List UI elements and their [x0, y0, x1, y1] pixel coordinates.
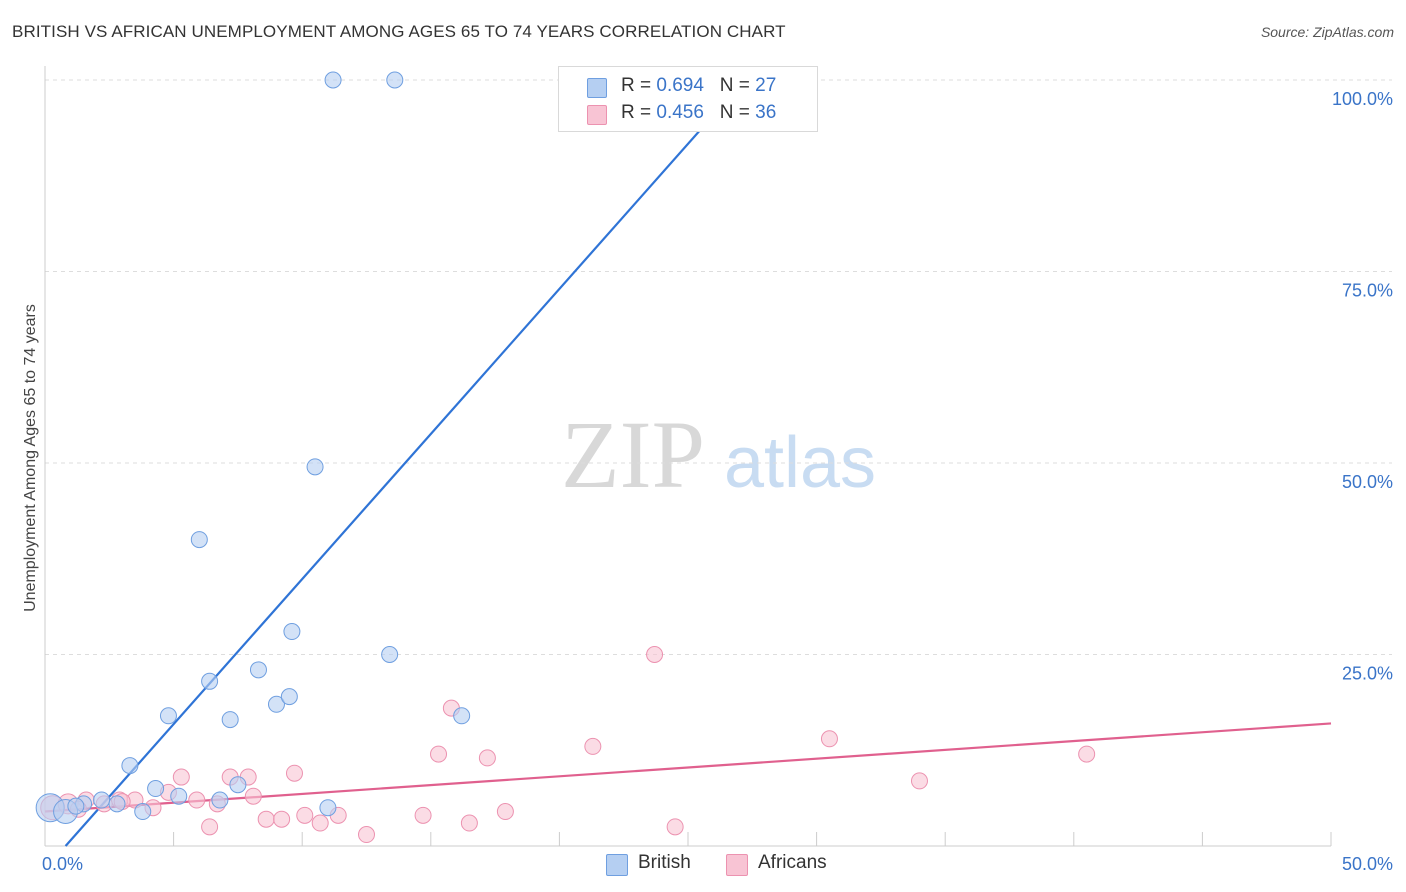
africans-point: [273, 810, 291, 828]
british-point: [134, 803, 152, 821]
africans-point: [172, 768, 190, 786]
british-point: [229, 776, 247, 794]
british-point: [453, 707, 471, 725]
africans-point: [496, 803, 514, 821]
british-point: [211, 791, 229, 809]
africans-point: [910, 772, 928, 790]
africans-point: [1078, 745, 1096, 763]
africans-point: [188, 791, 206, 809]
british-point: [147, 780, 165, 798]
africans-point: [285, 764, 303, 782]
africans-trend-line: [44, 722, 1332, 813]
x-tick-label: 50.0%: [1342, 854, 1393, 874]
british-swatch: [587, 78, 607, 98]
british-point: [324, 71, 342, 89]
africans-r-value: 0.456: [656, 102, 704, 123]
africans-point: [296, 806, 314, 824]
africans-point: [478, 749, 496, 767]
british-point: [249, 661, 267, 679]
british-point: [201, 672, 219, 690]
africans-point: [646, 646, 664, 663]
africans-point: [257, 810, 275, 828]
africans-r-label: R =: [621, 102, 657, 123]
africans-point: [201, 818, 219, 836]
africans-n-value: 36: [755, 102, 777, 123]
africans-point: [358, 826, 375, 844]
british-legend-swatch: [606, 854, 628, 876]
watermark-zip: ZIP: [561, 401, 705, 508]
british-r-value: 0.694: [656, 75, 704, 96]
british-point: [306, 458, 324, 476]
africans-n-label: N =: [719, 102, 756, 123]
y-tick-label: 100.0%: [1332, 89, 1393, 109]
africans-point: [244, 787, 262, 805]
y-tick-label: 50.0%: [1342, 472, 1393, 492]
british-point: [319, 799, 337, 817]
british-point: [267, 695, 285, 713]
british-point: [221, 711, 239, 729]
british-point: [93, 791, 111, 809]
africans-point: [311, 814, 329, 832]
british-point: [159, 707, 177, 725]
british-point: [67, 797, 85, 815]
africans-legend-label: Africans: [758, 852, 827, 873]
x-tick-label: 0.0%: [42, 854, 83, 874]
british-trend-line: [64, 79, 746, 847]
africans-point: [460, 814, 478, 832]
correlation-legend: R = 0.694 N = 27 R = 0.456 N = 36: [558, 66, 818, 132]
africans-point: [584, 737, 602, 755]
british-point: [386, 71, 404, 89]
british-n-label: N =: [719, 75, 756, 96]
y-tick-label: 75.0%: [1342, 281, 1393, 301]
british-point: [381, 646, 399, 663]
chart-source: Source: ZipAtlas.com: [1260, 24, 1394, 40]
chart-title: BRITISH VS AFRICAN UNEMPLOYMENT AMONG AG…: [12, 22, 786, 41]
africans-point: [430, 745, 448, 763]
british-n-value: 27: [755, 75, 777, 96]
british-point: [280, 688, 298, 706]
british-legend-label: British: [638, 852, 691, 873]
british-r-label: R =: [621, 75, 657, 96]
british-point: [170, 787, 188, 805]
british-point: [121, 757, 139, 775]
british-point: [108, 795, 126, 813]
y-tick-label: 25.0%: [1342, 664, 1393, 684]
africans-point: [414, 806, 432, 824]
africans-legend-swatch: [726, 854, 748, 876]
africans-point: [666, 818, 684, 836]
british-point: [190, 531, 208, 549]
british-point: [283, 623, 301, 641]
africans-swatch: [587, 105, 607, 125]
africans-point: [820, 730, 838, 748]
